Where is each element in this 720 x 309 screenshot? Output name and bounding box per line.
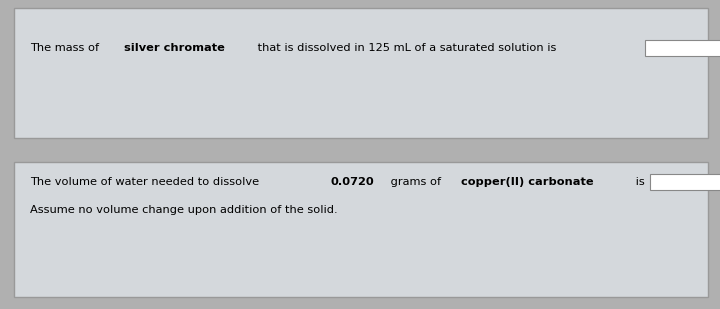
Text: Assume no volume change upon addition of the solid.: Assume no volume change upon addition of… [30, 205, 338, 215]
FancyBboxPatch shape [14, 162, 708, 297]
Text: copper(II) carbonate: copper(II) carbonate [462, 177, 594, 187]
Text: is: is [632, 177, 645, 187]
Text: The volume of water needed to dissolve: The volume of water needed to dissolve [30, 177, 263, 187]
FancyBboxPatch shape [645, 40, 720, 56]
FancyBboxPatch shape [14, 8, 708, 138]
Text: silver chromate: silver chromate [124, 43, 225, 53]
FancyBboxPatch shape [650, 174, 720, 190]
Text: that is dissolved in 125 mL of a saturated solution is: that is dissolved in 125 mL of a saturat… [254, 43, 557, 53]
Text: The mass of: The mass of [30, 43, 103, 53]
Text: 0.0720: 0.0720 [330, 177, 374, 187]
Text: grams of: grams of [387, 177, 444, 187]
